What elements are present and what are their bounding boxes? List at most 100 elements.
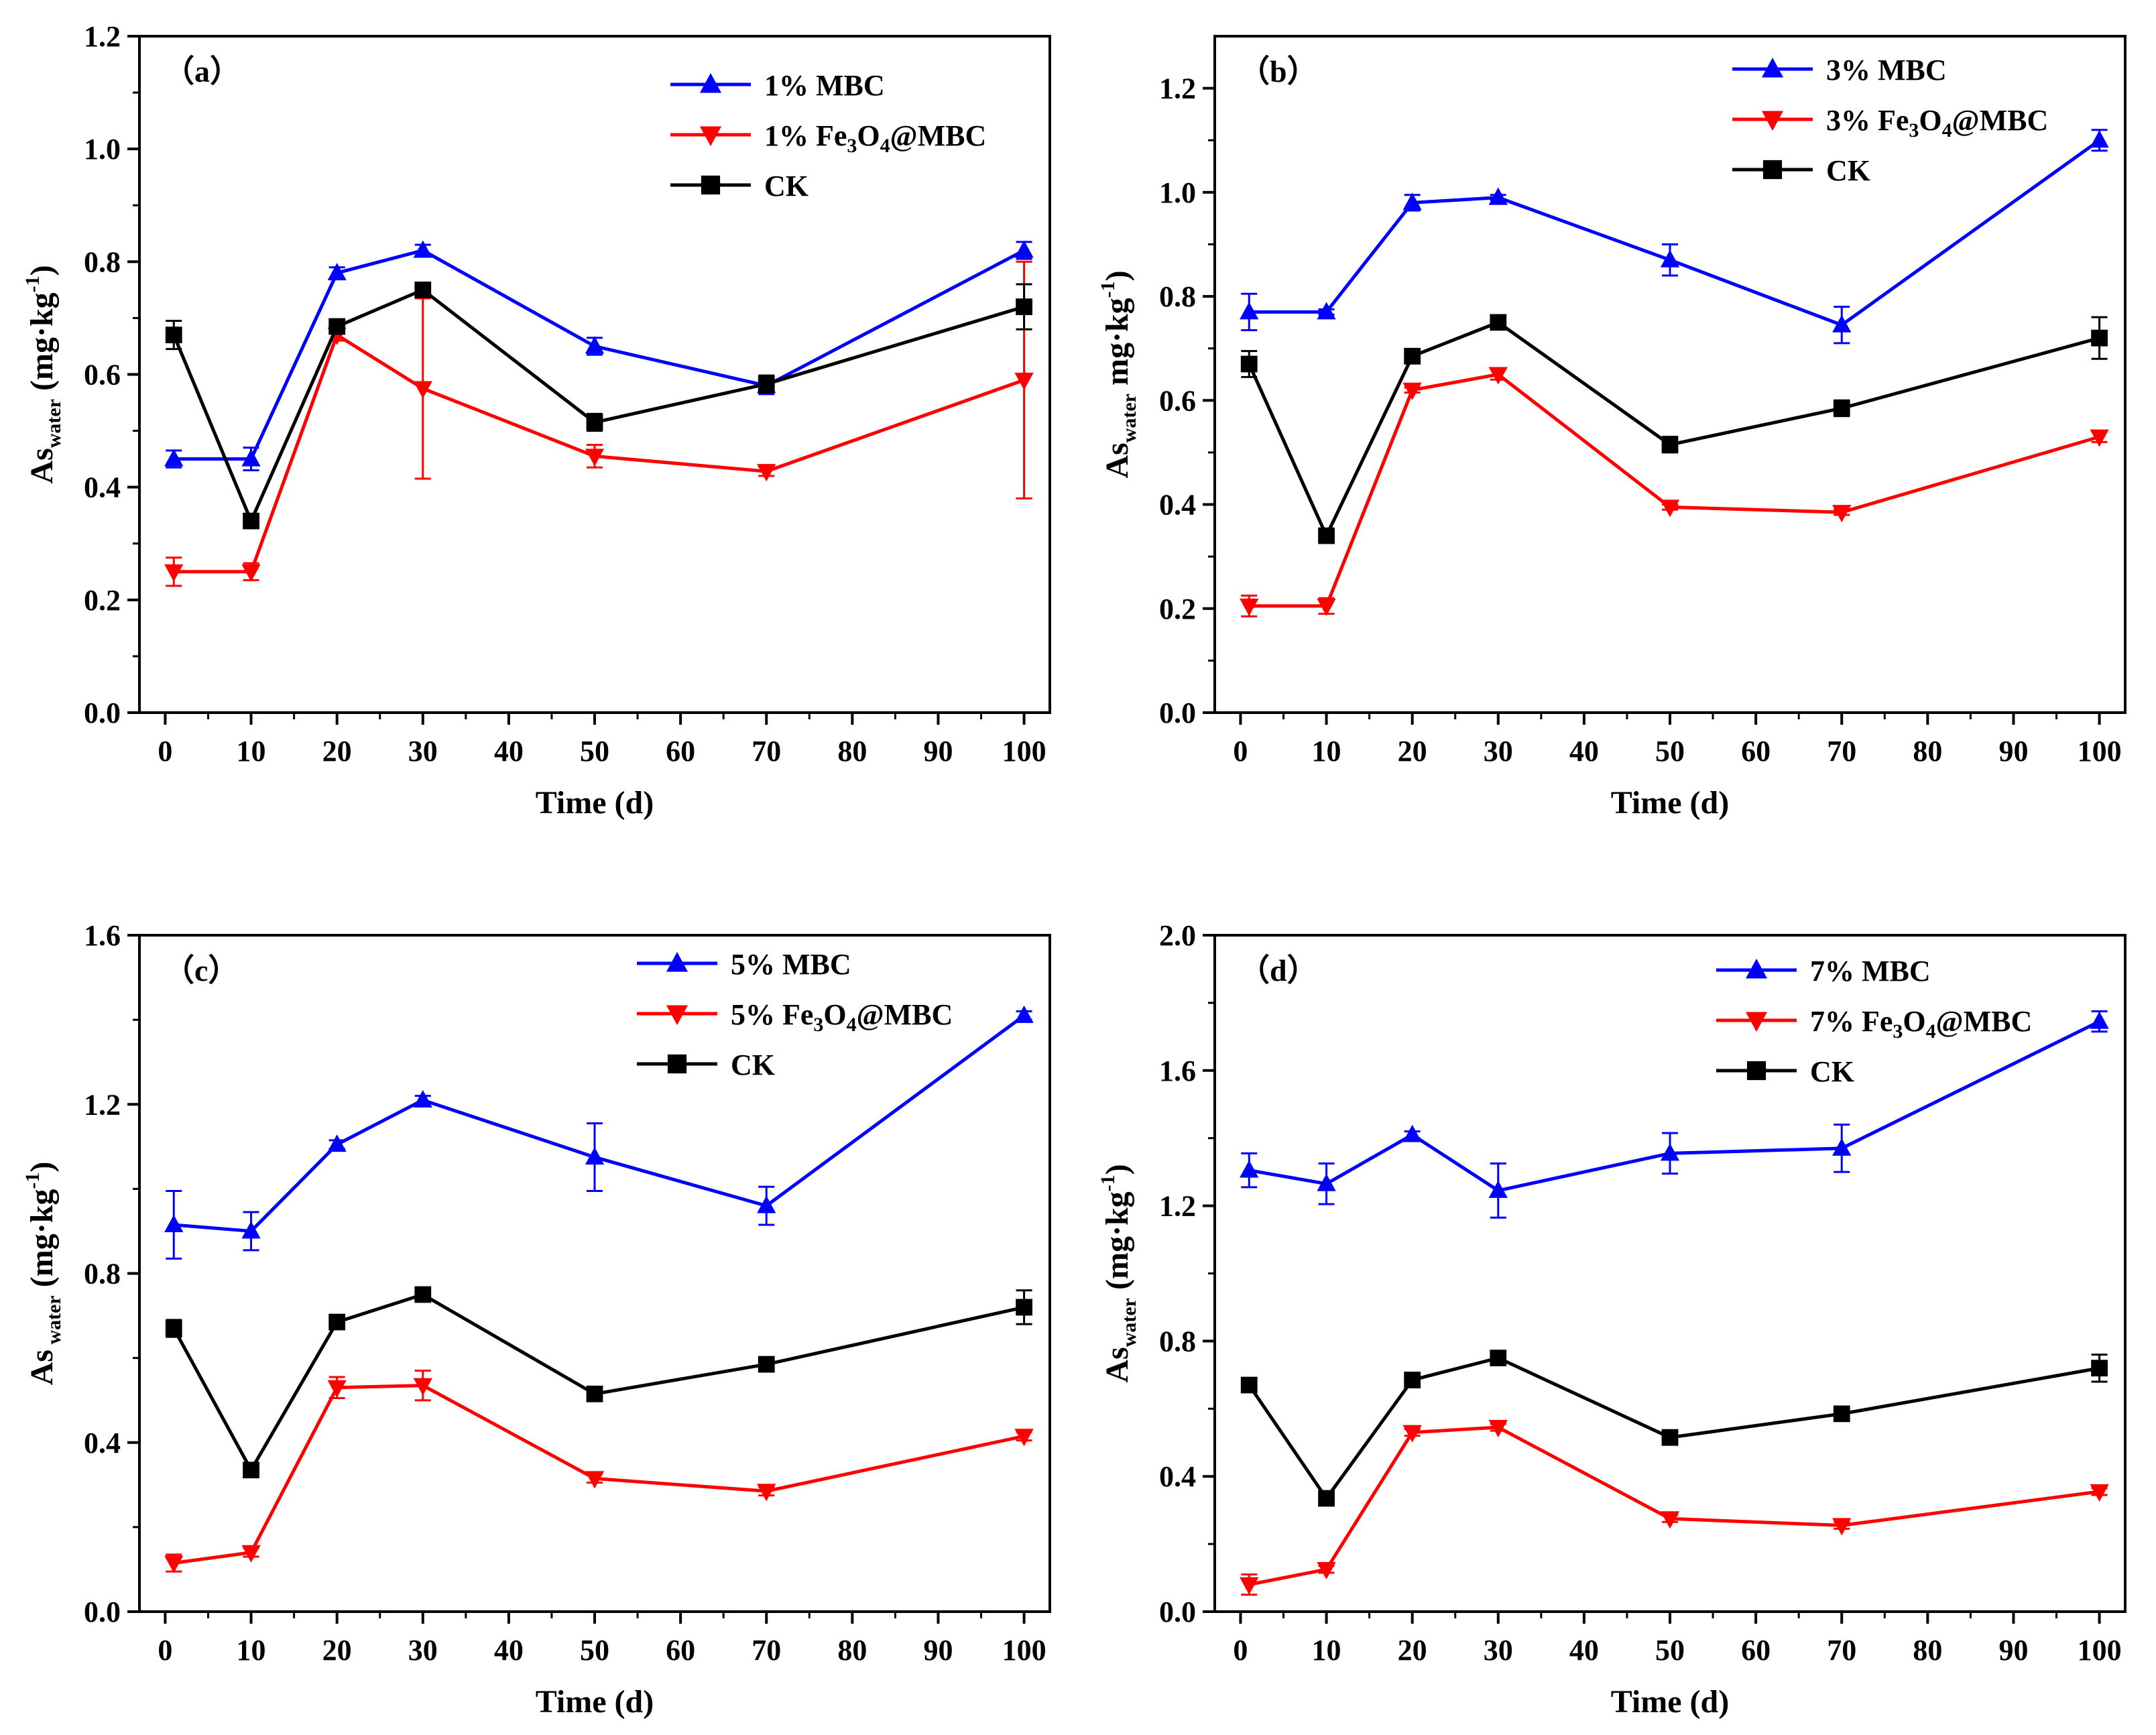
x-tick-label: 90	[923, 1634, 953, 1667]
y-axis-title-unit-close: )	[1099, 1164, 1135, 1175]
data-point	[241, 564, 261, 582]
y-tick-label: 0.6	[1159, 384, 1196, 417]
legend-label-subscript: 3	[1909, 119, 1919, 141]
legend-label: CK	[731, 1049, 775, 1081]
data-point	[1661, 436, 1679, 453]
x-tick-label: 70	[1827, 735, 1856, 768]
data-point	[1016, 298, 1032, 315]
legend-entry: 7% MBC	[1716, 955, 1931, 988]
legend-label-subscript: 4	[880, 135, 890, 157]
y-tick-label: 0.4	[84, 1427, 121, 1459]
data-point	[1832, 1138, 1852, 1156]
data-point	[2090, 429, 2109, 447]
data-point	[585, 1471, 605, 1489]
data-point	[328, 1313, 346, 1331]
data-point	[1317, 1173, 1336, 1191]
legend-label-text: 3% MBC	[1826, 54, 1947, 86]
legend-label-subscript: 3	[813, 1014, 823, 1036]
y-axis-title: Aswater (mg·kg-1)	[21, 265, 65, 483]
legend-marker	[1745, 1012, 1768, 1032]
data-point	[1404, 347, 1421, 365]
data-point	[1240, 1376, 1258, 1394]
legend-label: 3% Fe3O4@MBC	[1826, 104, 2048, 141]
y-axis-title: Aswater (mg·kg-1)	[1097, 1164, 1140, 1382]
y-axis-title-subscript: water	[1118, 1298, 1140, 1347]
data-point	[327, 263, 347, 281]
data-point	[2090, 130, 2109, 148]
legend-entry: CK	[670, 170, 808, 202]
legend-entry: 5% Fe3O4@MBC	[637, 998, 953, 1036]
data-point	[586, 414, 603, 431]
x-tick-label: 70	[752, 1634, 781, 1667]
legend-label-text: 5% MBC	[731, 948, 851, 981]
y-tick-label: 1.6	[1159, 1055, 1196, 1087]
legend-label: CK	[764, 170, 808, 202]
legend-label: 7% Fe3O4@MBC	[1810, 1005, 2032, 1042]
legend-label-subscript: 3	[1893, 1020, 1903, 1042]
y-tick-label: 0.0	[84, 697, 121, 729]
x-tick-label: 0	[1233, 1634, 1248, 1667]
series-3-fe3o4-mbc	[1240, 367, 2109, 617]
legend-label-text: CK	[1826, 154, 1870, 187]
data-point	[243, 1461, 259, 1479]
x-tick-label: 80	[1913, 1634, 1942, 1667]
x-tick-label: 60	[1741, 1634, 1771, 1667]
data-point	[1660, 1511, 1680, 1529]
data-point	[1661, 1429, 1679, 1446]
legend-label-text: 3% Fe	[1826, 104, 1909, 137]
data-point	[2090, 1484, 2109, 1502]
legend-label: 1% MBC	[764, 69, 885, 102]
y-tick-label: 0.4	[84, 471, 121, 504]
data-point	[1240, 1577, 1259, 1595]
legend-label-text: O	[857, 119, 880, 152]
y-axis-title-unit-close: )	[24, 265, 60, 276]
x-tick-label: 60	[666, 735, 695, 768]
legend-label-subscript: 4	[1926, 1020, 1936, 1042]
x-tick-label: 10	[1312, 1634, 1341, 1667]
chart-panel-b: 0 10 20 30 40 50 60 70 80 90 100 0.0 0.2 0.4 0.6 0.8 1.0…	[1097, 35, 2127, 821]
data-point	[414, 1286, 432, 1303]
legend-entry: CK	[1732, 154, 1870, 187]
data-point	[1014, 240, 1034, 258]
x-tick-label: 90	[1998, 1634, 2028, 1667]
series-7-mbc	[1240, 1010, 2109, 1219]
panel-label: （c）	[164, 953, 239, 988]
data-point	[1488, 1180, 1508, 1198]
data-point	[1832, 505, 1852, 523]
x-axis-title: Time (d)	[1611, 785, 1729, 821]
y-tick-label: 1.0	[84, 133, 121, 166]
x-tick-label: 100	[1002, 1634, 1046, 1667]
y-axis-title-superscript: -1	[21, 276, 44, 292]
legend-label-subscript: 4	[1942, 119, 1952, 141]
legend-marker	[701, 175, 721, 195]
data-point	[328, 318, 346, 335]
data-point	[1490, 314, 1507, 331]
legend-label: 1% Fe3O4@MBC	[764, 119, 986, 157]
x-tick-label: 20	[1398, 735, 1427, 768]
data-point	[2090, 1011, 2109, 1029]
data-point	[1014, 1429, 1034, 1447]
x-tick-label: 50	[1655, 1634, 1685, 1667]
data-point	[1488, 1420, 1508, 1438]
y-tick-label: 0.8	[1159, 280, 1196, 313]
data-point	[164, 1214, 184, 1232]
data-point	[413, 1378, 432, 1396]
y-axis-title-main: As	[1099, 1347, 1135, 1382]
x-tick-label: 30	[408, 735, 438, 768]
data-point	[1317, 1561, 1336, 1579]
data-point	[2091, 329, 2108, 347]
y-tick-label: 0.8	[84, 1258, 121, 1291]
y-tick-label: 2.0	[1159, 919, 1196, 952]
y-axis-title-superscript: -1	[1097, 281, 1119, 298]
y-tick-label: 0.0	[1159, 697, 1196, 729]
x-tick-label: 30	[1484, 735, 1513, 768]
y-tick-label: 0.8	[84, 245, 121, 278]
data-point	[1404, 1372, 1421, 1388]
data-point	[327, 1380, 347, 1398]
data-point	[164, 564, 184, 582]
data-point	[1240, 1160, 1259, 1178]
data-point	[1240, 598, 1259, 616]
y-axis-title-subscript: water	[43, 399, 65, 448]
y-tick-label: 0.4	[1159, 1460, 1196, 1493]
